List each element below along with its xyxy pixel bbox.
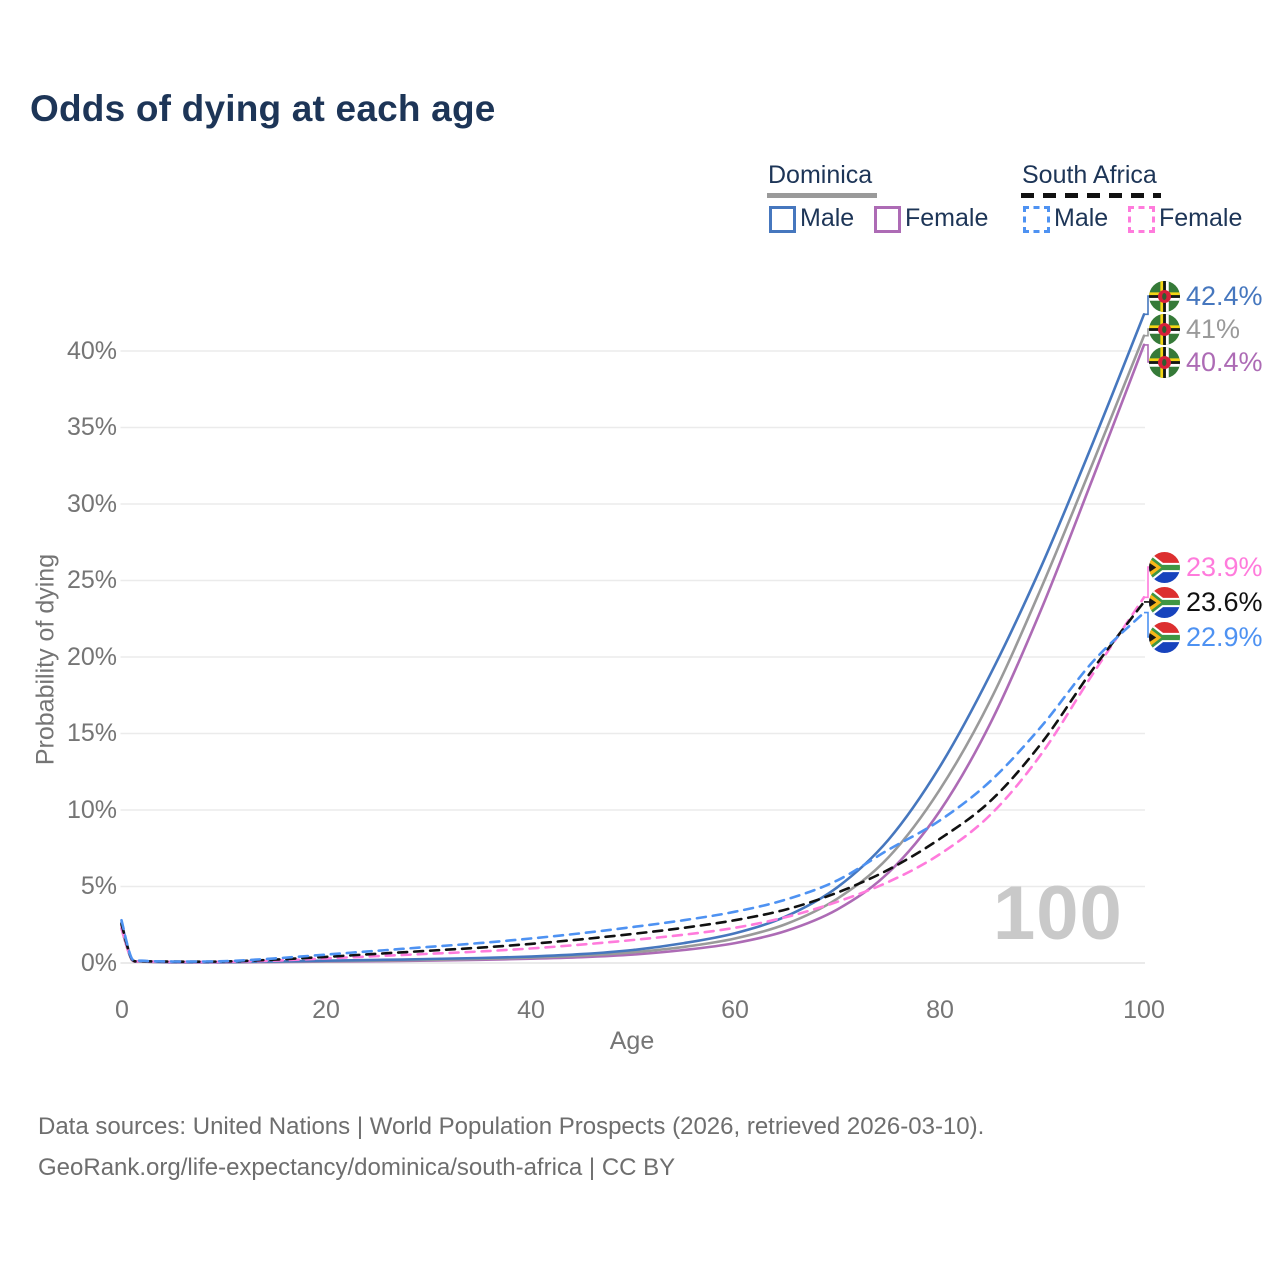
age-watermark: 100 <box>993 871 1123 956</box>
y-tick-40: 40% <box>66 337 117 365</box>
legend-label-south-africa-female: Female <box>1159 204 1243 232</box>
y-tick-0: 0% <box>80 949 117 977</box>
y-tick-5: 5% <box>80 872 117 900</box>
y-tick-30: 30% <box>66 490 117 518</box>
attribution-text: GeoRank.org/life-expectancy/dominica/sou… <box>38 1154 676 1181</box>
footer: Data sources: United Nations | World Pop… <box>38 1106 984 1188</box>
south-africa-flag-icon <box>1149 587 1180 618</box>
x-tick-60: 60 <box>721 996 749 1024</box>
x-tick-20: 20 <box>312 996 340 1024</box>
end-label-south-africa-average: 23.6% <box>1149 587 1263 618</box>
x-tick-40: 40 <box>517 996 545 1024</box>
series-line <box>120 313 1146 964</box>
legend-label-dominica-male: Male <box>800 204 855 232</box>
end-label-south-africa-female: 23.9% <box>1149 552 1263 583</box>
legend-label-south-africa-male: Male <box>1054 204 1109 232</box>
x-tick-80: 80 <box>926 996 954 1024</box>
end-value: 22.9% <box>1186 622 1263 652</box>
end-label-dominica-average: 41% <box>1149 314 1240 345</box>
legend-dominica-line-sample <box>767 193 877 198</box>
legend-swatch-dominica-female <box>874 206 901 233</box>
legend-swatch-dominica-male <box>769 206 796 233</box>
series-line <box>120 334 1146 964</box>
series-line <box>120 611 1146 963</box>
series-lines <box>120 313 1146 964</box>
end-value: 40.4% <box>1186 347 1263 377</box>
dominica-flag-icon <box>1149 281 1180 312</box>
end-label-dominica-female: 40.4% <box>1149 347 1263 378</box>
dominica-flag-icon <box>1149 347 1180 378</box>
gridlines <box>120 350 1145 964</box>
legend-swatch-south-africa-female <box>1128 206 1155 233</box>
south-africa-flag-icon <box>1149 622 1180 653</box>
series-line <box>120 596 1146 964</box>
data-source-text: Data sources: United Nations | World Pop… <box>38 1113 985 1140</box>
x-tick-100: 100 <box>1123 996 1165 1024</box>
y-axis-title: Probability of dying <box>31 553 60 766</box>
south-africa-flag-icon <box>1149 552 1180 583</box>
x-axis-title: Age <box>609 1027 655 1055</box>
y-tick-35: 35% <box>66 413 117 441</box>
dominica-flag-icon <box>1149 314 1180 345</box>
end-value: 23.6% <box>1186 587 1263 617</box>
y-tick-15: 15% <box>66 719 117 747</box>
y-tick-10: 10% <box>66 796 117 824</box>
chart-title: Odds of dying at each age <box>30 88 496 129</box>
end-value: 23.9% <box>1186 552 1263 582</box>
end-label-dominica-male: 42.4% <box>1149 281 1263 312</box>
end-value: 41% <box>1186 314 1241 344</box>
y-tick-25: 25% <box>66 566 117 594</box>
legend-south-africa-line-sample <box>1021 193 1161 198</box>
legend-group-dominica-title: Dominica <box>768 161 873 189</box>
x-tick-0: 0 <box>115 996 129 1024</box>
legend-swatch-south-africa-male <box>1023 206 1050 233</box>
end-value: 42.4% <box>1186 281 1263 311</box>
series-line <box>120 600 1146 963</box>
y-tick-20: 20% <box>66 643 117 671</box>
end-label-south-africa-male: 22.9% <box>1149 622 1263 653</box>
legend-label-dominica-female: Female <box>905 204 989 232</box>
series-line <box>120 343 1146 964</box>
legend-group-south-africa-title: South Africa <box>1022 161 1157 189</box>
